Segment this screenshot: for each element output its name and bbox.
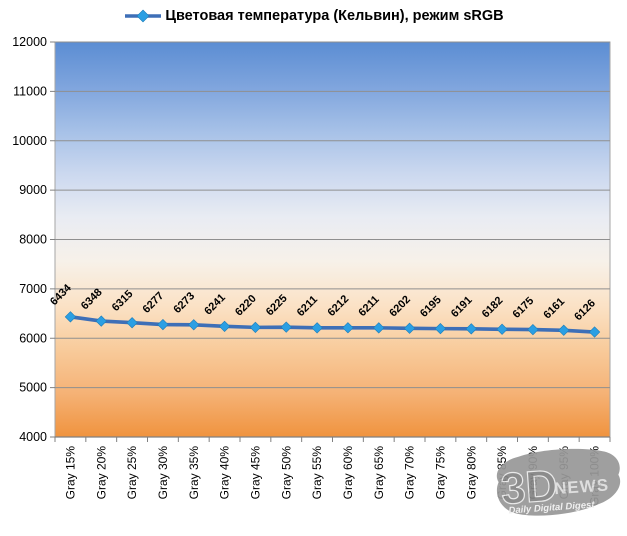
x-axis-tick-label: Gray 45% <box>248 446 262 500</box>
y-axis-tick-label: 5000 <box>19 381 47 395</box>
series-marker <box>311 322 323 334</box>
y-axis-tick-label: 12000 <box>12 35 47 49</box>
series-marker <box>588 326 601 338</box>
y-axis-tick-label: 6000 <box>19 331 47 345</box>
series-marker <box>403 322 416 334</box>
series-marker <box>434 322 447 335</box>
series-marker <box>64 311 77 323</box>
series-marker <box>249 321 262 334</box>
x-axis-tick-label: Gray 35% <box>187 446 201 500</box>
y-axis-labels-group: 4000 5000 6000 7000 8000 9000 10000 11000 12000 <box>12 35 47 444</box>
series-marker <box>188 319 200 331</box>
series-marker <box>280 321 292 333</box>
series-marker <box>465 323 477 335</box>
x-axis-tick-label: Gray 75% <box>433 446 447 500</box>
series-marker <box>95 315 107 327</box>
series-marker <box>342 322 354 334</box>
legend-line-marker-icon <box>125 9 162 23</box>
series-markers-group <box>64 311 601 338</box>
y-axis-tick-label: 4000 <box>19 430 47 444</box>
series-marker <box>126 317 138 329</box>
legend-label: Цветовая температура (Кельвин), режим sR… <box>165 8 504 24</box>
x-axis-tick-label: Gray 20% <box>94 446 108 500</box>
x-axis-tick-label: Gray 25% <box>125 446 139 500</box>
x-axis-tick-label: Gray 50% <box>279 446 293 500</box>
y-axis-tick-label: 11000 <box>13 84 47 98</box>
y-axis-tick-label: 10000 <box>12 134 47 148</box>
x-axis-ticks-group <box>54 437 611 442</box>
x-axis-tick-label: Gray 80% <box>464 446 478 500</box>
y-axis-tick-label: 7000 <box>19 282 47 296</box>
gridlines-group <box>50 41 610 438</box>
y-axis-tick-label: 9000 <box>19 183 47 197</box>
series-marker <box>218 320 231 332</box>
watermark-brush-shape <box>496 448 621 516</box>
series-marker <box>527 323 539 336</box>
watermark-3dnews-logo: 3D NEWS Daily Digital Digest <box>496 448 621 516</box>
x-axis-tick-label: Gray 65% <box>372 446 386 500</box>
series-marker <box>373 322 385 334</box>
series-marker <box>496 323 508 335</box>
x-axis-tick-label: Gray 30% <box>156 446 170 500</box>
y-axis-tick-label: 8000 <box>19 233 47 247</box>
series-marker <box>157 318 169 331</box>
x-axis-tick-label: Gray 70% <box>403 446 417 500</box>
watermark-3d-text: 3D <box>499 461 559 514</box>
chart-legend: Цветовая температура (Кельвин), режим sR… <box>0 8 627 24</box>
x-axis-tick-label: Gray 15% <box>63 446 77 500</box>
x-axis-tick-label: Gray 60% <box>341 446 355 500</box>
x-axis-tick-label: Gray 40% <box>218 446 232 500</box>
x-axis-tick-label: Gray 55% <box>310 446 324 500</box>
series-marker <box>558 324 570 336</box>
watermark-news-text: NEWS <box>554 475 610 498</box>
